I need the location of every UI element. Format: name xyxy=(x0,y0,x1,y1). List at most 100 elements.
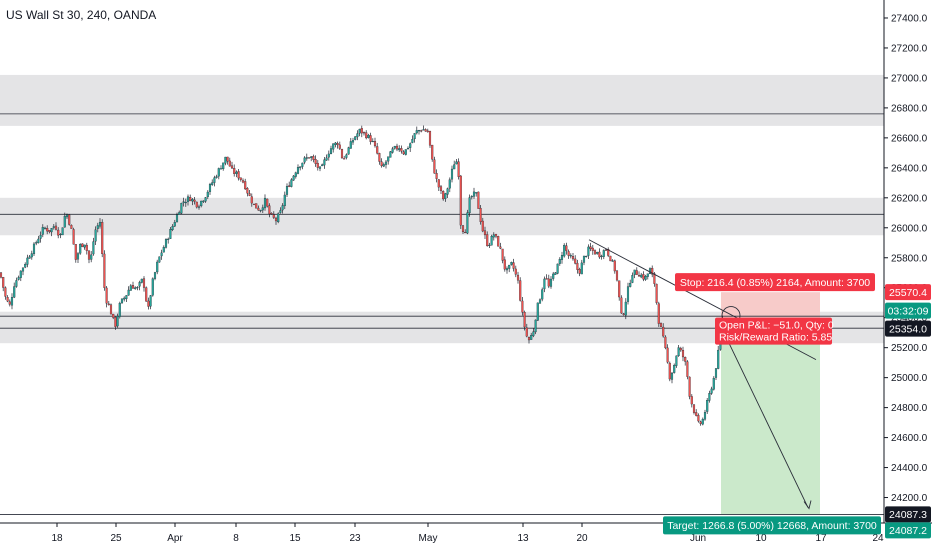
target-zone xyxy=(721,324,820,515)
candle xyxy=(492,234,495,238)
candle xyxy=(558,259,561,264)
candle xyxy=(252,203,256,205)
price-label-stop: 25570.4 xyxy=(885,284,931,301)
candle xyxy=(145,287,148,302)
candle xyxy=(703,412,707,420)
candle xyxy=(153,272,157,279)
candle xyxy=(395,145,399,150)
candle xyxy=(230,165,234,169)
candle xyxy=(362,132,366,134)
y-tick-label: 24800.0 xyxy=(891,403,928,414)
candle xyxy=(459,175,462,226)
x-tick-label: 10 xyxy=(755,533,767,544)
candle xyxy=(200,200,203,207)
candle xyxy=(30,253,33,258)
candle xyxy=(690,396,693,405)
candle xyxy=(248,193,251,196)
candle xyxy=(571,256,575,260)
candle xyxy=(541,289,544,300)
candle xyxy=(109,304,113,315)
candle xyxy=(314,159,317,164)
candle xyxy=(59,233,62,236)
price-label-current-text: 25354.0 xyxy=(889,323,927,335)
candle xyxy=(307,157,311,159)
candle xyxy=(175,214,179,223)
price-label-countdown: 03:32:09 xyxy=(885,302,931,319)
x-tick-label: 18 xyxy=(51,533,63,544)
candle xyxy=(142,278,146,288)
candle xyxy=(173,222,176,227)
x-tick-label: 8 xyxy=(233,533,239,544)
candle xyxy=(50,228,53,233)
candle xyxy=(292,175,295,181)
candle xyxy=(450,168,454,180)
candle xyxy=(182,201,185,203)
candle xyxy=(668,362,671,380)
candle xyxy=(160,252,163,257)
candle xyxy=(404,149,407,155)
candle xyxy=(391,148,394,153)
candle xyxy=(514,268,517,275)
price-label-stop-bg xyxy=(885,284,931,301)
y-tick-label: 25400.0 xyxy=(891,313,928,324)
price-label-countdown-text: 03:32:09 xyxy=(888,305,929,317)
candle xyxy=(114,317,117,327)
candle xyxy=(538,299,542,304)
y-tick-label: 26600.0 xyxy=(891,133,928,144)
position-tool[interactable] xyxy=(721,292,820,515)
candle xyxy=(98,221,102,227)
candle xyxy=(13,286,16,298)
candle xyxy=(270,213,273,215)
candle xyxy=(380,161,383,167)
candle xyxy=(376,146,379,154)
candle xyxy=(466,212,469,234)
candle xyxy=(369,135,372,142)
candle xyxy=(235,171,238,174)
candle xyxy=(437,179,440,188)
candle xyxy=(420,130,423,132)
y-tick-label: 27200.0 xyxy=(891,43,928,54)
arrow-head xyxy=(803,500,812,510)
candle xyxy=(479,207,482,222)
candle xyxy=(184,202,187,204)
candle xyxy=(503,259,506,270)
price-label-target: 24087.2 xyxy=(885,522,931,539)
candle xyxy=(140,278,143,283)
stop-label-text: Stop: 216.4 (0.85%) 2164, Amount: 3700 xyxy=(680,277,870,289)
x-tick-label: 17 xyxy=(815,533,827,544)
candle xyxy=(384,161,388,165)
candle xyxy=(382,164,385,167)
candle xyxy=(26,257,29,265)
price-label-target-bg xyxy=(885,522,931,539)
candle xyxy=(468,197,471,214)
candle xyxy=(215,176,218,178)
candle xyxy=(686,361,689,377)
candle xyxy=(134,287,137,290)
target-label-bg xyxy=(663,516,881,535)
candle xyxy=(48,230,51,233)
pnl-text: Open P&L: −51.0, Qty: 0 xyxy=(719,320,834,332)
candle xyxy=(481,220,484,232)
candle xyxy=(0,272,3,278)
price-label-current: 25354.0 xyxy=(885,320,931,337)
candle xyxy=(446,188,449,195)
y-tick-label: 27400.0 xyxy=(891,13,928,24)
candle xyxy=(41,227,44,235)
candle xyxy=(323,159,326,166)
target-label-text: Target: 1266.8 (5.00%) 12668, Amount: 37… xyxy=(667,520,877,532)
candle xyxy=(642,274,645,280)
candle xyxy=(101,222,104,254)
candle xyxy=(241,180,245,183)
candle xyxy=(17,277,20,280)
candle xyxy=(521,300,524,313)
candle xyxy=(587,246,590,256)
candle xyxy=(706,400,709,412)
price-label-line-bg xyxy=(885,506,931,523)
candle xyxy=(310,156,313,158)
candle xyxy=(490,236,493,246)
candle xyxy=(8,301,11,305)
candle xyxy=(347,147,350,155)
candle xyxy=(217,168,220,177)
candle xyxy=(54,225,58,230)
